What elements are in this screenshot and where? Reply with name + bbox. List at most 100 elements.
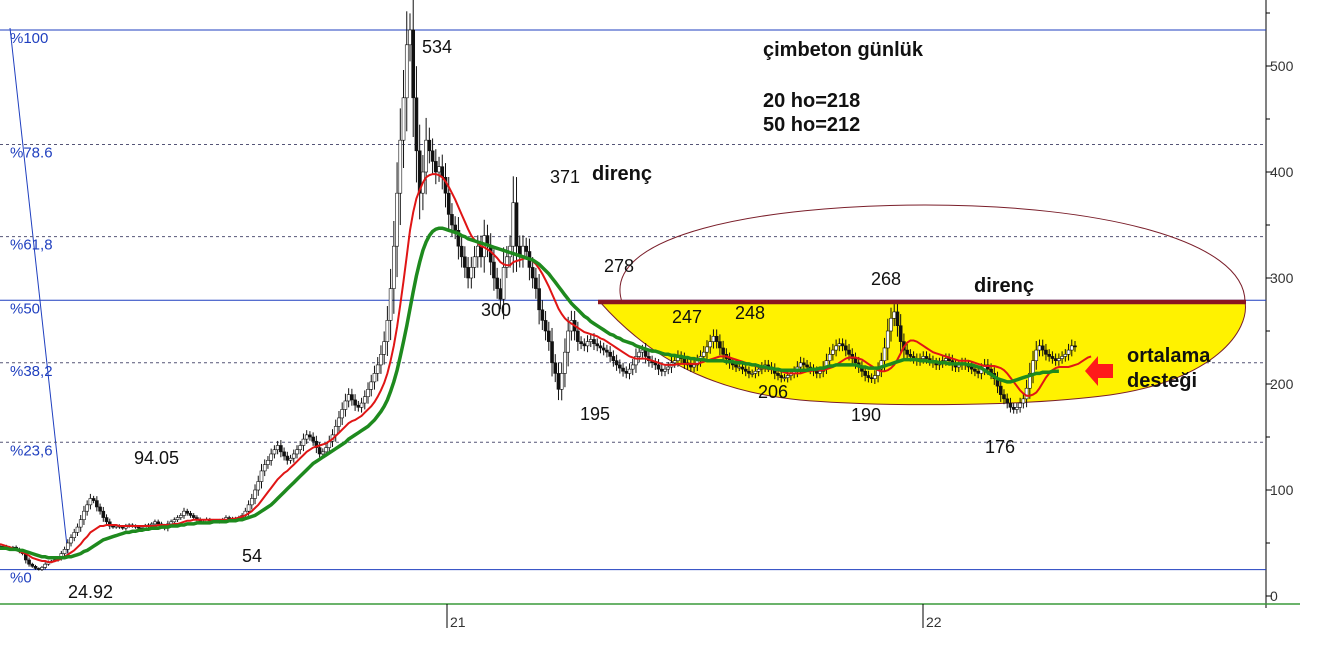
price-candle-body xyxy=(785,375,790,378)
price-candle-body xyxy=(659,368,664,372)
price-candle-body xyxy=(266,460,270,465)
price-candle-body xyxy=(853,358,858,364)
price-candle-body xyxy=(120,526,125,529)
price-candle-body xyxy=(285,455,290,461)
price-candle-body xyxy=(546,330,551,342)
price-candle-body xyxy=(840,343,845,347)
price-candle-body xyxy=(169,521,173,525)
price-candle-body xyxy=(814,370,819,374)
price-candle-body xyxy=(1011,407,1016,410)
fib-diagonal-line xyxy=(9,27,69,556)
price-candle-body xyxy=(1005,398,1010,404)
price-candle-body xyxy=(1044,349,1048,355)
price-candle-body xyxy=(714,335,719,342)
price-candle-body xyxy=(408,29,412,46)
price-candle-body xyxy=(608,351,612,357)
price-candle-body xyxy=(311,436,315,442)
x-tick-label: 22 xyxy=(926,614,942,630)
price-candle-body xyxy=(892,311,897,319)
price-candle-body xyxy=(805,364,809,368)
price-candle-body xyxy=(379,354,383,366)
price-candle-body xyxy=(175,517,180,520)
price-candle-body xyxy=(317,447,322,455)
price-candle-body xyxy=(191,515,196,518)
x-tick-label: 21 xyxy=(450,614,466,630)
price-candle-body xyxy=(72,532,77,539)
price-candle-body xyxy=(947,358,951,361)
price-candle-body xyxy=(411,29,416,99)
price-candle-body xyxy=(595,343,600,347)
left-arrow-icon xyxy=(1085,356,1113,386)
price-candle-body xyxy=(701,351,706,357)
price-candle-body xyxy=(866,375,871,378)
price-candle-body xyxy=(1018,402,1022,408)
price-candle-body xyxy=(969,366,974,370)
price-candle-body xyxy=(488,245,493,263)
y-tick-label: 400 xyxy=(1270,164,1294,180)
price-candle-body xyxy=(689,364,693,368)
price-candle-body xyxy=(692,364,696,368)
price-candle-body xyxy=(827,354,832,361)
price-candle-body xyxy=(343,400,348,410)
price-candle-body xyxy=(986,364,990,370)
price-candle-body xyxy=(843,345,848,351)
price-candle-body xyxy=(301,438,306,446)
price-candle-body xyxy=(398,139,403,194)
price-candle-body xyxy=(33,566,38,569)
price-candle-body xyxy=(82,510,86,520)
price-candle-body xyxy=(288,457,293,461)
price-candle-body xyxy=(36,568,41,570)
price-candle-body xyxy=(69,537,73,544)
price-candle-body xyxy=(366,388,370,398)
price-candle-body xyxy=(459,245,464,258)
price-candle-body xyxy=(818,370,822,374)
price-candle-body xyxy=(479,245,483,258)
price-label-190: 190 xyxy=(851,405,881,425)
price-candle-body xyxy=(576,330,580,342)
price-candle-body xyxy=(705,346,709,353)
price-candle-body xyxy=(91,498,96,501)
price-candle-body xyxy=(272,449,277,455)
price-label-268: 268 xyxy=(871,269,901,289)
price-candle-body xyxy=(450,214,454,226)
price-label-94: 94.05 xyxy=(134,448,179,468)
price-candle-body xyxy=(1002,394,1006,400)
price-candle-body xyxy=(434,161,438,173)
price-candle-body xyxy=(304,434,309,440)
price-candle-body xyxy=(708,341,713,348)
price-candle-body xyxy=(540,309,545,321)
price-candle-body xyxy=(1034,349,1039,361)
price-candle-body xyxy=(359,402,364,408)
price-candle-body xyxy=(101,510,106,518)
price-candle-body xyxy=(430,150,435,162)
price-candle-body xyxy=(605,349,609,353)
price-candle-body xyxy=(634,356,638,366)
price-candle-body xyxy=(782,377,787,379)
price-label-248: 248 xyxy=(735,303,765,323)
price-candle-body xyxy=(621,367,625,372)
support-label-line2: desteği xyxy=(1127,370,1197,392)
price-candle-body xyxy=(627,368,632,374)
price-candle-body xyxy=(356,404,361,408)
price-candle-body xyxy=(614,360,619,366)
price-candle-body xyxy=(85,504,89,512)
price-label-206: 206 xyxy=(758,382,788,402)
fib-label: %78.6 xyxy=(10,144,53,161)
price-label-278: 278 xyxy=(604,256,634,276)
price-candle-body xyxy=(95,500,99,508)
price-candle-body xyxy=(414,97,419,152)
price-candle-body xyxy=(453,224,457,231)
resistance-label-2: direnç xyxy=(974,275,1034,297)
y-axis: 0 100 200 300 400 500 xyxy=(1266,12,1294,604)
price-candle-body xyxy=(246,504,251,512)
price-candle-body xyxy=(382,341,386,355)
price-candle-body xyxy=(779,375,784,378)
price-candle-body xyxy=(98,506,102,512)
price-candle-body xyxy=(65,542,70,550)
price-candle-body xyxy=(404,44,409,99)
y-tick-label: 500 xyxy=(1270,58,1294,74)
price-candle-body xyxy=(346,394,351,402)
price-candle-body xyxy=(185,510,190,514)
price-candle-body xyxy=(1040,345,1045,351)
price-candle-body xyxy=(579,341,583,345)
